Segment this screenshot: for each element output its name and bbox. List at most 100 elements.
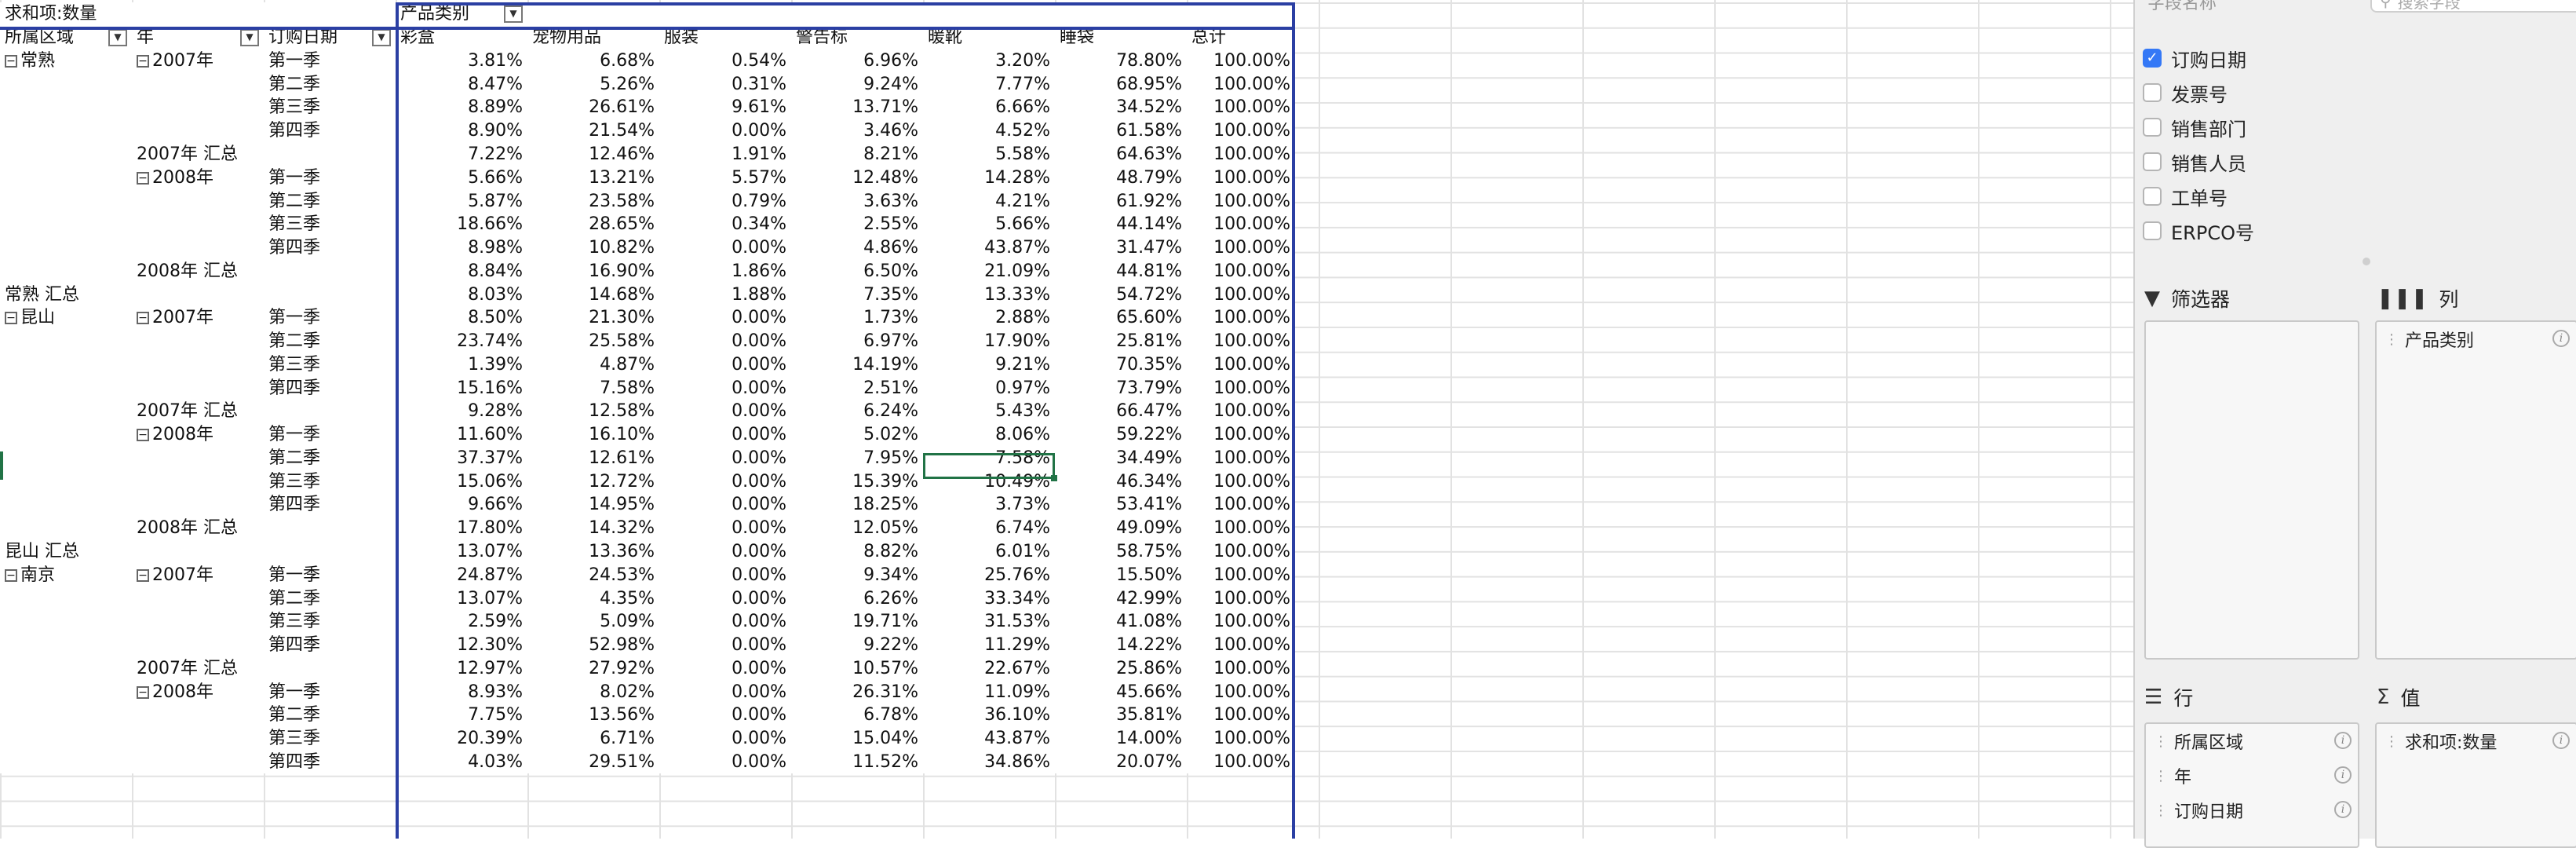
value-cell[interactable]: 100.00% (1213, 191, 1290, 211)
value-cell[interactable]: 24.53% (589, 565, 655, 585)
year-cell[interactable]: −2007年 (132, 49, 264, 73)
year-cell-empty[interactable] (132, 189, 264, 213)
region-cell-empty[interactable] (0, 423, 132, 447)
value-cell[interactable]: 59.22% (1116, 425, 1182, 445)
field-chip[interactable]: ⋮ 所属区域 i (2146, 724, 2358, 758)
quarter-cell[interactable]: 第四季 (268, 238, 321, 258)
region-cell-empty[interactable] (0, 213, 132, 236)
value-cell[interactable]: 8.02% (600, 682, 655, 702)
value-cell[interactable]: 15.39% (852, 471, 918, 492)
value-cell[interactable]: 64.63% (1116, 144, 1182, 164)
spreadsheet-grid[interactable]: 求和项:数量 产品类别 ▼ 所属区域 ▼ 年 ▼ 订购日期 ▼ 彩盒 宠物用品 服装 警告标 暖靴 睡袋 总计… (0, 0, 2133, 839)
value-cell[interactable]: 2.59% (468, 612, 523, 632)
drag-handle-icon[interactable]: ⋮ (2154, 767, 2168, 784)
value-cell[interactable]: 8.98% (468, 238, 523, 258)
quarter-cell[interactable]: 第三季 (268, 354, 321, 375)
value-cell[interactable]: 8.84% (468, 261, 523, 281)
rows-drop-zone[interactable]: ⋮ 所属区域 i ⋮ 年 i ⋮ 订购日期 i (2144, 722, 2359, 848)
value-cell[interactable]: 14.22% (1116, 635, 1182, 656)
value-cell[interactable]: 5.26% (600, 74, 655, 94)
column-header[interactable]: 总计 (1191, 27, 1227, 48)
value-cell[interactable]: 26.31% (852, 682, 918, 702)
year-cell-empty[interactable] (132, 751, 264, 774)
value-cell[interactable]: 14.28% (984, 167, 1050, 188)
year-cell[interactable]: −2008年 (132, 166, 264, 189)
value-cell[interactable]: 7.95% (863, 448, 918, 468)
value-cell[interactable]: 48.79% (1116, 167, 1182, 188)
value-cell[interactable]: 0.00% (732, 495, 786, 515)
value-cell[interactable]: 0.31% (732, 74, 786, 94)
value-cell[interactable]: 12.30% (457, 635, 523, 656)
quarter-cell[interactable]: 第四季 (268, 121, 321, 141)
column-header[interactable]: 服装 (664, 27, 699, 48)
field-chip[interactable]: ⋮ 订购日期 i (2146, 793, 2358, 828)
region-cell-empty[interactable] (0, 189, 132, 213)
year-subtotal-label[interactable]: 2007年 汇总 (137, 658, 238, 678)
value-cell[interactable]: 0.00% (732, 308, 786, 328)
value-cell[interactable]: 0.00% (732, 378, 786, 398)
value-cell[interactable]: 6.01% (995, 541, 1050, 561)
year-cell-empty[interactable] (132, 704, 264, 727)
column-field-header[interactable]: 产品类别 ▼ (396, 2, 527, 26)
region-cell-empty[interactable] (0, 493, 132, 517)
value-cell[interactable]: 0.00% (732, 448, 786, 468)
region-cell-empty[interactable] (0, 610, 132, 634)
drag-handle-icon[interactable]: ⋮ (2154, 733, 2168, 750)
value-cell[interactable]: 1.88% (732, 284, 786, 305)
value-cell[interactable]: 3.20% (995, 50, 1050, 71)
value-cell[interactable]: 6.68% (600, 50, 655, 71)
quarter-cell[interactable]: 第一季 (268, 308, 321, 328)
value-cell[interactable]: 6.50% (863, 261, 918, 281)
field-item[interactable]: 销售人员 (2135, 144, 2576, 179)
value-cell[interactable]: 52.98% (589, 635, 655, 656)
value-cell[interactable]: 36.10% (984, 705, 1050, 726)
value-cell[interactable]: 37.37% (457, 448, 523, 468)
value-cell[interactable]: 26.61% (589, 97, 655, 118)
quarter-cell[interactable]: 第一季 (268, 167, 321, 188)
value-cell[interactable]: 4.52% (995, 121, 1050, 141)
value-cell[interactable]: 54.72% (1116, 284, 1182, 305)
value-cell[interactable]: 100.00% (1213, 751, 1290, 772)
value-cell[interactable]: 100.00% (1213, 50, 1290, 71)
value-cell[interactable]: 34.49% (1116, 448, 1182, 468)
column-header[interactable]: 暖靴 (928, 27, 963, 48)
value-cell[interactable]: 10.82% (589, 238, 655, 258)
region-cell[interactable]: − 常熟 (0, 49, 132, 73)
field-checkbox[interactable] (2143, 187, 2162, 206)
value-cell[interactable]: 6.74% (995, 518, 1050, 539)
value-cell[interactable]: 3.73% (995, 495, 1050, 515)
value-cell[interactable]: 100.00% (1213, 635, 1290, 656)
value-cell[interactable]: 31.47% (1116, 238, 1182, 258)
value-cell[interactable]: 12.58% (589, 401, 655, 422)
quarter-cell[interactable]: 第四季 (268, 751, 321, 772)
value-cell[interactable]: 100.00% (1213, 448, 1290, 468)
region-cell-empty[interactable] (0, 751, 132, 774)
value-cell[interactable]: 25.58% (589, 331, 655, 352)
value-cell[interactable]: 13.56% (589, 705, 655, 726)
year-cell-empty[interactable] (132, 119, 264, 143)
year-cell-empty[interactable] (132, 493, 264, 517)
region-cell-empty[interactable] (0, 353, 132, 376)
value-cell[interactable]: 0.00% (732, 541, 786, 561)
value-cell[interactable]: 14.00% (1116, 729, 1182, 749)
year-cell-empty[interactable] (132, 610, 264, 634)
value-cell[interactable]: 9.66% (468, 495, 523, 515)
value-cell[interactable]: 5.87% (468, 191, 523, 211)
value-cell[interactable]: 5.58% (995, 144, 1050, 164)
quarter-cell[interactable]: 第一季 (268, 682, 321, 702)
region-cell-empty[interactable] (0, 400, 132, 423)
value-cell[interactable]: 6.96% (863, 50, 918, 71)
field-item[interactable]: ✓ 订购日期 (2135, 41, 2576, 75)
value-cell[interactable]: 25.81% (1116, 331, 1182, 352)
value-cell[interactable]: 0.00% (732, 729, 786, 749)
value-cell[interactable]: 70.35% (1116, 354, 1182, 375)
column-field-dropdown-icon[interactable]: ▼ (504, 5, 523, 23)
value-cell[interactable]: 0.54% (732, 50, 786, 71)
value-cell[interactable]: 0.00% (732, 705, 786, 726)
value-cell[interactable]: 1.91% (732, 144, 786, 164)
value-cell[interactable]: 100.00% (1213, 74, 1290, 94)
value-cell[interactable]: 18.66% (457, 214, 523, 235)
column-header[interactable]: 彩盒 (400, 27, 436, 48)
value-cell[interactable]: 35.81% (1116, 705, 1182, 726)
value-cell[interactable]: 0.00% (732, 425, 786, 445)
